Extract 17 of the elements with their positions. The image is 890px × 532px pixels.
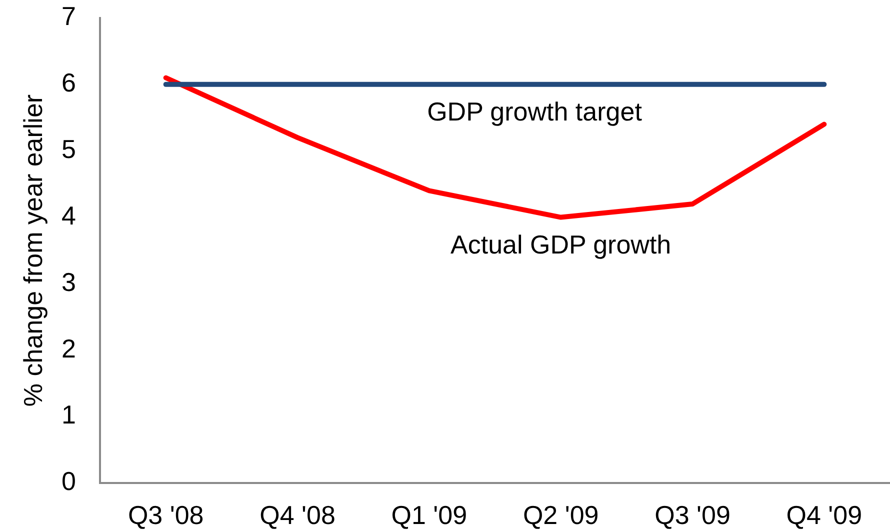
series-label: Actual GDP growth <box>450 229 672 260</box>
y-tick-label: 3 <box>62 266 76 297</box>
y-tick-label: 0 <box>62 466 76 496</box>
x-tick-label: Q3 '09 <box>654 500 730 530</box>
x-tick-label: Q4 '08 <box>260 500 336 530</box>
x-tick-label: Q4 '09 <box>786 500 862 530</box>
x-tick-label: Q1 '09 <box>391 500 468 530</box>
y-tick-label: 2 <box>62 333 76 364</box>
series-label: GDP growth target <box>427 96 643 127</box>
y-tick-label: 6 <box>62 68 76 98</box>
y-axis-title: % change from year earlier <box>18 94 48 407</box>
y-tick-label: 5 <box>62 134 76 164</box>
x-tick-label: Q2 '09 <box>522 500 599 530</box>
x-tick-label: Q3 '08 <box>128 500 204 530</box>
y-tick-label: 7 <box>62 1 76 32</box>
y-tick-label: 4 <box>62 200 76 230</box>
y-tick-label: 1 <box>62 400 76 430</box>
